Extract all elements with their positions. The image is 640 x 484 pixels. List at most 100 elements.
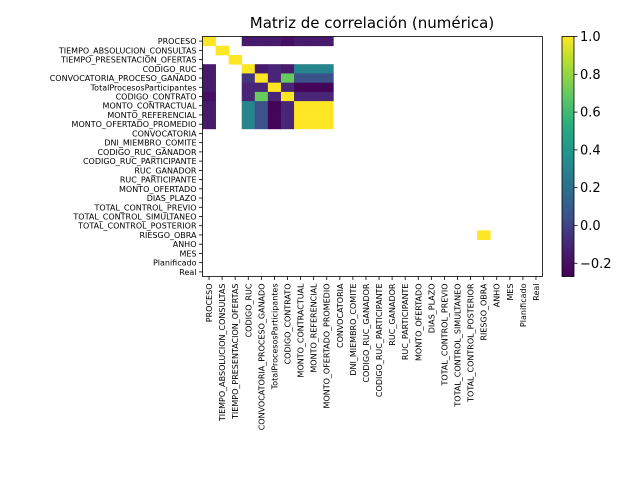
heatmap-cell (241, 119, 256, 130)
heatmap-cell (280, 101, 295, 111)
colorbar-tick-label: 0.8 (580, 68, 601, 83)
heatmap-cell (202, 91, 216, 102)
heatmap-cell (280, 110, 295, 120)
heatmap-cell (280, 82, 295, 93)
x-tick-label: TOTAL_CONTROL_PREVIO (440, 284, 449, 387)
y-tick-label: CODIGO_CONTRATO (116, 93, 197, 102)
heatmap-cell (202, 119, 216, 130)
heatmap-cell (228, 54, 243, 65)
heatmap-cell (320, 101, 334, 111)
y-tick-label: TotalProcesosParticipantes (90, 83, 197, 92)
x-tick-label: RUC_GANADOR (388, 283, 397, 346)
heatmap-cell (280, 64, 295, 74)
heatmap-cell (254, 82, 269, 93)
heatmap-cells (202, 36, 491, 240)
heatmap-cell (294, 119, 308, 130)
y-tick-label: MONTO_REFERENCIAL (107, 111, 197, 120)
y-tick-label: Real (179, 268, 196, 277)
y-tick-label: CONVOCATORIA_PROCESO_GANADO (50, 74, 197, 83)
heatmap-cell (320, 91, 334, 102)
x-tick-label: TotalProcesosParticipantes (270, 284, 279, 391)
x-tick-label: CODIGO_RUC (244, 283, 253, 337)
heatmap-cell (307, 101, 321, 111)
colorbar-tick-label: 0.6 (580, 106, 601, 121)
x-tick-label: CONVOCATORIA (336, 283, 345, 348)
heatmap-cell (254, 64, 269, 74)
heatmap-cell (267, 119, 282, 130)
y-tick-label: MONTO_OFERTADO (119, 185, 197, 194)
heatmap-cell (280, 91, 295, 102)
colorbar-tick-label: 0.0 (580, 219, 601, 234)
heatmap-cell (320, 64, 334, 74)
heatmap-cell (267, 110, 282, 120)
heatmap-cell (267, 36, 282, 47)
x-tick-label: DNI_MIEMBRO_COMITE (349, 284, 358, 376)
heatmap-cell (280, 119, 295, 130)
heatmap-cell (307, 64, 321, 74)
heatmap-cell (280, 73, 295, 84)
heatmap-cell (202, 110, 216, 120)
x-tick-label: CODIGO_RUC_GANADOR (362, 283, 371, 382)
y-tick-label: PROCESO (158, 37, 197, 46)
heatmap-cell (241, 82, 256, 93)
y-tick-label: RUC_GANADOR (134, 166, 197, 175)
heatmap-cell (307, 73, 321, 84)
heatmap-cell (202, 82, 216, 93)
heatmap-cell (267, 64, 282, 74)
heatmap-cell (241, 110, 256, 120)
y-tick-label: CODIGO_RUC_PARTICIPANTE (83, 157, 197, 166)
y-tick-label: TIEMPO_ABSOLUCION_CONSULTAS (58, 46, 197, 55)
heatmap-cell (267, 82, 282, 93)
heatmap-cell (202, 36, 216, 47)
x-tick-label: Planificado (519, 283, 528, 327)
y-tick-label: CONVOCATORIA (132, 129, 197, 138)
heatmap-cell (254, 73, 269, 84)
colorbar-tick-label: −0.2 (580, 257, 612, 272)
x-tick-label: RIESGO_OBRA (480, 283, 489, 341)
heatmap-cell (320, 73, 334, 84)
x-tick-label: ANHO (493, 284, 502, 308)
heatmap-cell (254, 119, 269, 130)
y-tick-label: TOTAL_CONTROL_PREVIO (93, 203, 196, 212)
colorbar: −0.2 0.0 0.2 0.4 0.6 0.8 1.0 (561, 30, 612, 277)
heatmap-cell (320, 110, 334, 120)
x-tick-label: TOTAL_CONTROL_POSTERIOR (467, 283, 476, 403)
y-axis-ticks: PROCESOTIEMPO_ABSOLUCION_CONSULTASTIEMPO… (50, 37, 203, 277)
y-tick-label: ANHO (173, 240, 197, 249)
heatmap-cell (294, 64, 308, 74)
heatmap-cell (307, 82, 321, 93)
heatmap-cell (254, 36, 269, 47)
heatmap-cell (477, 230, 491, 240)
plot-area-frame (202, 36, 543, 277)
x-axis-ticks: PROCESO TIEMPO_ABSOLUCION_CONSULTAS TIEMPO… (205, 276, 541, 431)
heatmap-cell (294, 91, 308, 102)
x-tick-label: MES (506, 284, 515, 301)
heatmap-cell (241, 91, 256, 102)
y-tick-label: DIAS_PLAZO (147, 194, 197, 203)
heatmap-cell (320, 36, 334, 47)
heatmap-cell (267, 101, 282, 111)
y-tick-label: TIEMPO_PRESENTACION_OFERTAS (60, 56, 196, 65)
x-tick-label: Real (532, 284, 541, 301)
y-tick-label: CODIGO_RUC_GANADOR (97, 148, 196, 157)
y-tick-label: MES (179, 249, 196, 258)
x-tick-label: TIEMPO_ABSOLUCION_CONSULTAS (218, 284, 227, 423)
heatmap-cell (294, 110, 308, 120)
x-tick-label: TOTAL_CONTROL_SIMULTANEO (454, 284, 463, 408)
x-tick-label: MONTO_REFERENCIAL (310, 283, 319, 373)
heatmap-cell (307, 119, 321, 130)
heatmap-cell (202, 73, 216, 84)
heatmap-cell (215, 45, 230, 56)
colorbar-tick-label: 0.2 (580, 181, 601, 196)
x-tick-label: CONVOCATORIA_PROCESO_GANADO (257, 284, 266, 431)
heatmap-cell (307, 110, 321, 120)
x-tick-label: MONTO_CONTRACTUAL (297, 283, 306, 377)
heatmap-cell (294, 101, 308, 111)
heatmap-cell (254, 101, 269, 111)
heatmap-cell (280, 36, 295, 47)
heatmap-cell (307, 36, 321, 47)
heatmap-cell (254, 91, 269, 102)
y-tick-label: Planificado (153, 259, 197, 268)
